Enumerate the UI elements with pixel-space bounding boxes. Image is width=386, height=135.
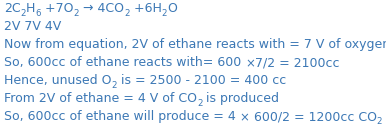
Text: 7/2 = 2100cc: 7/2 = 2100cc xyxy=(255,56,340,69)
Text: From 2V of ethane = 4 V of CO: From 2V of ethane = 4 V of CO xyxy=(4,92,197,105)
Text: 2: 2 xyxy=(124,9,129,18)
Text: is = 2500 - 2100 = 400 cc: is = 2500 - 2100 = 400 cc xyxy=(117,74,286,87)
Text: 2: 2 xyxy=(20,9,26,18)
Text: is produced: is produced xyxy=(203,92,279,105)
Text: Now from equation, 2V of ethane reacts with = 7 V of oxygen: Now from equation, 2V of ethane reacts w… xyxy=(4,38,386,51)
Text: 2V 7V 4V: 2V 7V 4V xyxy=(4,20,61,33)
Text: 2: 2 xyxy=(377,117,382,126)
Text: → 4CO: → 4CO xyxy=(79,2,124,15)
Text: O: O xyxy=(167,2,177,15)
Text: +7O: +7O xyxy=(41,2,73,15)
Text: 600/2 = 1200cc CO: 600/2 = 1200cc CO xyxy=(250,110,377,123)
Text: 6: 6 xyxy=(36,9,41,18)
Text: So, 600cc of ethane will produce = 4: So, 600cc of ethane will produce = 4 xyxy=(4,110,240,123)
Text: So, 600cc of ethane reacts with= 600: So, 600cc of ethane reacts with= 600 xyxy=(4,56,245,69)
Text: 2: 2 xyxy=(73,9,79,18)
Text: ×: × xyxy=(245,58,255,70)
Text: 2: 2 xyxy=(161,9,167,18)
Text: 2C: 2C xyxy=(4,2,20,15)
Text: 2: 2 xyxy=(112,80,117,90)
Text: ×: × xyxy=(240,112,250,124)
Text: Hence, unused O: Hence, unused O xyxy=(4,74,112,87)
Text: H: H xyxy=(26,2,36,15)
Text: +6H: +6H xyxy=(129,2,161,15)
Text: 2: 2 xyxy=(197,99,203,107)
